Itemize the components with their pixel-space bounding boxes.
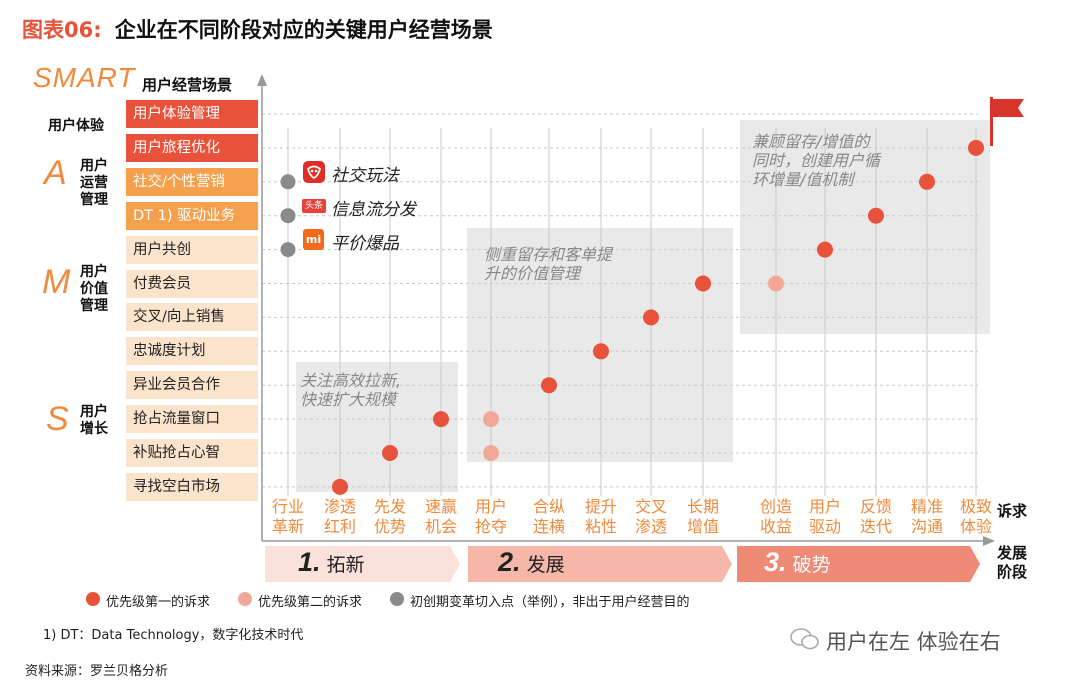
phase-label-2: 2. 发展 [498,547,565,578]
phase-number-1: 1. [298,547,321,577]
scene-label: 抢占流量窗口 [126,405,258,434]
scene-label: 社交/个性营销 [126,167,258,196]
x-axis-title-stage: 诉求 [997,502,1028,520]
stage-label: 速赢 机会 [424,497,457,536]
platform-feed-distribution: 信息流分发 [331,200,416,220]
legend-dot-priority-1 [86,592,100,606]
group-letter-a: A [44,154,67,192]
pinduoduo-logo-icon [303,161,325,183]
source-note: 资料来源：罗兰贝格分析 [25,664,169,679]
priority-1-point [541,377,557,394]
stage-label: 精准 沟通 [910,497,943,536]
phase-label-1: 1. 拓新 [298,547,365,578]
priority-1-point [919,173,935,190]
group-letter-m: M [42,263,71,301]
phase-number-2: 2. [498,547,521,577]
scene-label: 异业会员合作 [126,371,258,400]
scene-label: 用户共创 [126,235,258,264]
scene-label: 用户旅程优化 [126,133,258,162]
title-prefix: 图表06: [22,18,102,42]
priority-1-point [868,207,884,224]
stage-label: 提升 粘性 [584,497,617,536]
stage-label: 用户 抢夺 [474,497,507,536]
group-letter-s: S [46,400,69,438]
phase-chevron-2 [468,546,732,582]
footnote: 1) DT：Data Technology，数字化技术时代 [43,628,304,643]
priority-2-point [483,445,499,461]
group-label-a: 用户 运营 管理 [80,158,108,208]
annotation-development: 侧重留存和客单提 升的价值管理 [484,245,613,283]
priority-2-point [768,275,784,292]
stage-label: 行业 革新 [271,497,304,536]
y-axis-top-label: SMART [33,62,136,93]
toutiao-badge: 头条 [304,201,323,211]
stage-label: 用户 驱动 [808,497,841,536]
scene-label: 交叉/向上销售 [126,303,258,332]
priority-1-point [817,241,833,258]
flag-icon [988,97,1028,151]
startup-entry-point [280,208,296,224]
y-axis-arrow [257,74,267,86]
startup-entry-point [280,174,296,190]
priority-1-point [643,309,659,326]
platform-affordable-hits: 平价爆品 [331,234,399,254]
watermark: 用户在左 体验在右 [826,630,1001,654]
priority-1-point [433,411,449,428]
legend-text-priority-1: 优先级第一的诉求 [106,595,211,610]
scene-label: 忠诚度计划 [126,337,258,366]
phase-3-highlight-box [740,120,990,334]
group-label-m: 用户 价值 管理 [80,264,108,314]
legend-dot-startup [390,592,404,606]
stage-label: 先发 优势 [373,497,406,536]
group-label-experience: 用户体验 [48,118,104,134]
startup-entry-point [280,242,296,258]
legend-text-priority-2: 优先级第二的诉求 [258,595,363,610]
scene-label: 寻找空白市场 [126,472,258,501]
phase-chevron-1 [265,546,460,582]
stage-label: 极致 体验 [959,497,992,536]
priority-1-point [695,275,711,292]
scene-label: DT 1) 驱动业务 [126,201,258,230]
wechat-icon [790,627,820,655]
phase-name-3: 破势 [792,554,831,576]
annotation-breakthrough: 兼顾留存/增值的 同时，创建用户循 环增量/值机制 [752,132,881,189]
priority-2-point [483,411,499,428]
phase-1-highlight-box [296,362,458,492]
xiaomi-badge: mi [305,233,322,246]
priority-1-point [593,343,609,360]
stage-label: 反馈 迭代 [859,497,892,536]
y-axis-title: 用户经营场景 [142,76,233,94]
legend-text-startup: 初创期变革切入点（举例），非出于用户经营目的 [410,595,690,610]
x-axis-title-phase: 发展 阶段 [997,544,1028,581]
stage-label: 长期 增值 [686,497,719,536]
annotation-acquisition: 关注高效拉新, 快速扩大规模 [300,371,402,409]
stage-label: 渗透 红利 [323,497,356,536]
scene-label: 用户体验管理 [126,100,258,128]
phase-label-3: 3. 破势 [764,547,831,578]
priority-1-point [332,478,348,495]
xiaomi-logo-icon: mi [303,229,324,250]
phase-name-1: 拓新 [326,554,365,576]
phase-chevron-3 [737,546,980,582]
phase-number-3: 3. [764,547,787,577]
stage-label: 创造 收益 [759,497,792,536]
title-main: 企业在不同阶段对应的关键用户经营场景 [114,18,493,42]
priority-1-point [968,139,984,156]
priority-1-point [382,445,398,461]
x-axis-arrow [983,536,995,546]
legend-dot-priority-2 [238,592,252,606]
scene-label: 补贴抢占心智 [126,439,258,467]
stage-label: 交叉 渗透 [634,497,667,536]
scene-label: 付费会员 [126,269,258,298]
stage-label: 合纵 连横 [532,497,565,536]
chart-title: 图表06: 企业在不同阶段对应的关键用户经营场景 [22,14,493,44]
platform-social-play: 社交玩法 [331,166,399,186]
group-label-s: 用户 增长 [80,404,108,437]
toutiao-logo-icon: 头条 [302,199,326,213]
phase-name-2: 发展 [526,554,565,576]
